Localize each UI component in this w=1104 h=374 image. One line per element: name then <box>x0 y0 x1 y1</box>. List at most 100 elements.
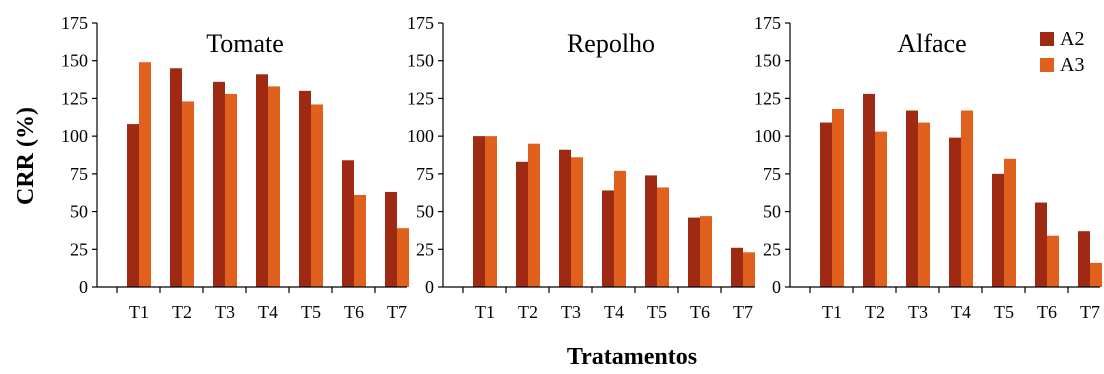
y-tick-label: 0 <box>425 277 434 297</box>
y-tick-label: 100 <box>61 126 88 146</box>
legend-label-a3: A3 <box>1060 54 1084 76</box>
bar-a3-t7 <box>743 252 755 287</box>
y-tick-label: 175 <box>61 13 88 33</box>
chart-title: Repolho <box>567 29 655 58</box>
bar-a2-t4 <box>602 190 614 287</box>
bar-a3-t6 <box>1047 235 1059 287</box>
y-tick-label: 25 <box>763 239 781 259</box>
y-tick-label: 175 <box>407 13 434 33</box>
x-tick-label-t2: T2 <box>518 302 538 322</box>
bar-a3-t6 <box>700 216 712 287</box>
y-tick-label: 150 <box>407 51 434 71</box>
chart-title: Alface <box>897 29 966 58</box>
bar-a3-t5 <box>1004 158 1016 287</box>
legend-swatch-a2 <box>1040 32 1054 46</box>
x-tick-label-t2: T2 <box>172 302 192 322</box>
y-tick-label: 75 <box>70 164 88 184</box>
chart-panel-alface: 0 25 50 75 100 125 150 175 T1 T2 T3 T4 T5 T6 T7 Alface <box>754 13 1102 322</box>
bar-a2-t6 <box>342 160 354 287</box>
bar-a3-t4 <box>614 170 626 287</box>
x-tick-label-t1: T1 <box>129 302 149 322</box>
y-tick-label: 75 <box>416 164 434 184</box>
y-tick-label: 25 <box>416 239 434 259</box>
x-tick-label-t5: T5 <box>647 302 667 322</box>
bar-a3-t4 <box>268 86 280 287</box>
bar-a3-t1 <box>832 108 844 287</box>
x-tick-label-t3: T3 <box>215 302 235 322</box>
bar-a3-t7 <box>397 228 409 287</box>
bar-a3-t3 <box>225 93 237 287</box>
y-tick-label: 0 <box>772 277 781 297</box>
x-tick-label-t3: T3 <box>561 302 581 322</box>
y-tick-label: 150 <box>754 51 781 71</box>
y-tick-label: 0 <box>79 277 88 297</box>
x-tick-label-t4: T4 <box>604 302 624 322</box>
x-tick-label-t4: T4 <box>951 302 971 322</box>
x-tick-label-t7: T7 <box>1080 302 1100 322</box>
bar-a3-t7 <box>1090 262 1102 287</box>
y-axis-label: CRR (%) <box>13 107 39 205</box>
y-tick-label: 25 <box>70 239 88 259</box>
bar-a2-t1 <box>820 122 832 288</box>
bar-a2-t1 <box>127 124 139 288</box>
bar-a2-t7 <box>385 191 397 287</box>
bar-a3-t2 <box>182 101 194 288</box>
bar-a2-t6 <box>688 217 700 287</box>
bar-a3-t5 <box>311 104 323 287</box>
chart-title: Tomate <box>206 29 284 58</box>
bar-a3-t6 <box>354 194 366 287</box>
bar-a3-t4 <box>961 110 973 287</box>
bar-a2-t2 <box>170 68 182 287</box>
x-axis-label: Tratamentos <box>567 344 697 369</box>
chart-panel-tomate: 0 25 50 75 100 125 150 175 T1 T2 T3 T4 T5 T6 T7 Tomate <box>61 13 409 322</box>
bar-a3-t1 <box>485 136 497 287</box>
y-tick-label: 75 <box>763 164 781 184</box>
x-tick-label-t1: T1 <box>822 302 842 322</box>
x-tick-label-t6: T6 <box>690 302 710 322</box>
bar-a3-t3 <box>918 122 930 288</box>
x-tick-label-t2: T2 <box>865 302 885 322</box>
bar-a2-t3 <box>906 110 918 287</box>
bar-a2-t2 <box>516 161 528 287</box>
bar-a3-t2 <box>528 143 540 287</box>
y-tick-label: 50 <box>70 202 88 222</box>
legend-label-a2: A2 <box>1060 28 1084 50</box>
bar-a3-t1 <box>139 62 151 288</box>
legend-swatch-a3 <box>1040 58 1054 72</box>
bar-a3-t3 <box>571 157 583 287</box>
bar-a2-t3 <box>213 81 225 287</box>
x-tick-label-t6: T6 <box>1037 302 1057 322</box>
bar-a2-t5 <box>992 173 1004 287</box>
bar-a3-t5 <box>657 187 669 287</box>
y-tick-label: 150 <box>61 51 88 71</box>
x-tick-label-t5: T5 <box>994 302 1014 322</box>
x-tick-label-t5: T5 <box>301 302 321 322</box>
bar-a3-t2 <box>875 131 887 287</box>
y-tick-label: 125 <box>754 88 781 108</box>
bar-a2-t7 <box>1078 231 1090 287</box>
bar-a2-t6 <box>1035 202 1047 287</box>
x-tick-label-t6: T6 <box>344 302 364 322</box>
bar-a2-t2 <box>863 93 875 287</box>
x-tick-label-t7: T7 <box>733 302 753 322</box>
y-tick-label: 175 <box>754 13 781 33</box>
x-tick-label-t7: T7 <box>387 302 407 322</box>
bar-a2-t1 <box>473 136 485 287</box>
y-tick-label: 50 <box>416 202 434 222</box>
bar-a2-t4 <box>949 137 961 287</box>
bar-a2-t5 <box>299 90 311 287</box>
y-tick-label: 125 <box>61 88 88 108</box>
chart-panel-repolho: 0 25 50 75 100 125 150 175 T1 T2 T3 T4 T5 T6 T7 Repolho <box>407 13 755 322</box>
x-tick-label-t1: T1 <box>475 302 495 322</box>
bar-a2-t5 <box>645 175 657 287</box>
y-tick-label: 100 <box>407 126 434 146</box>
y-tick-label: 50 <box>763 202 781 222</box>
y-tick-label: 100 <box>754 126 781 146</box>
bar-a2-t3 <box>559 149 571 287</box>
x-tick-label-t3: T3 <box>908 302 928 322</box>
y-tick-label: 125 <box>407 88 434 108</box>
x-tick-label-t4: T4 <box>258 302 278 322</box>
bar-a2-t7 <box>731 247 743 287</box>
